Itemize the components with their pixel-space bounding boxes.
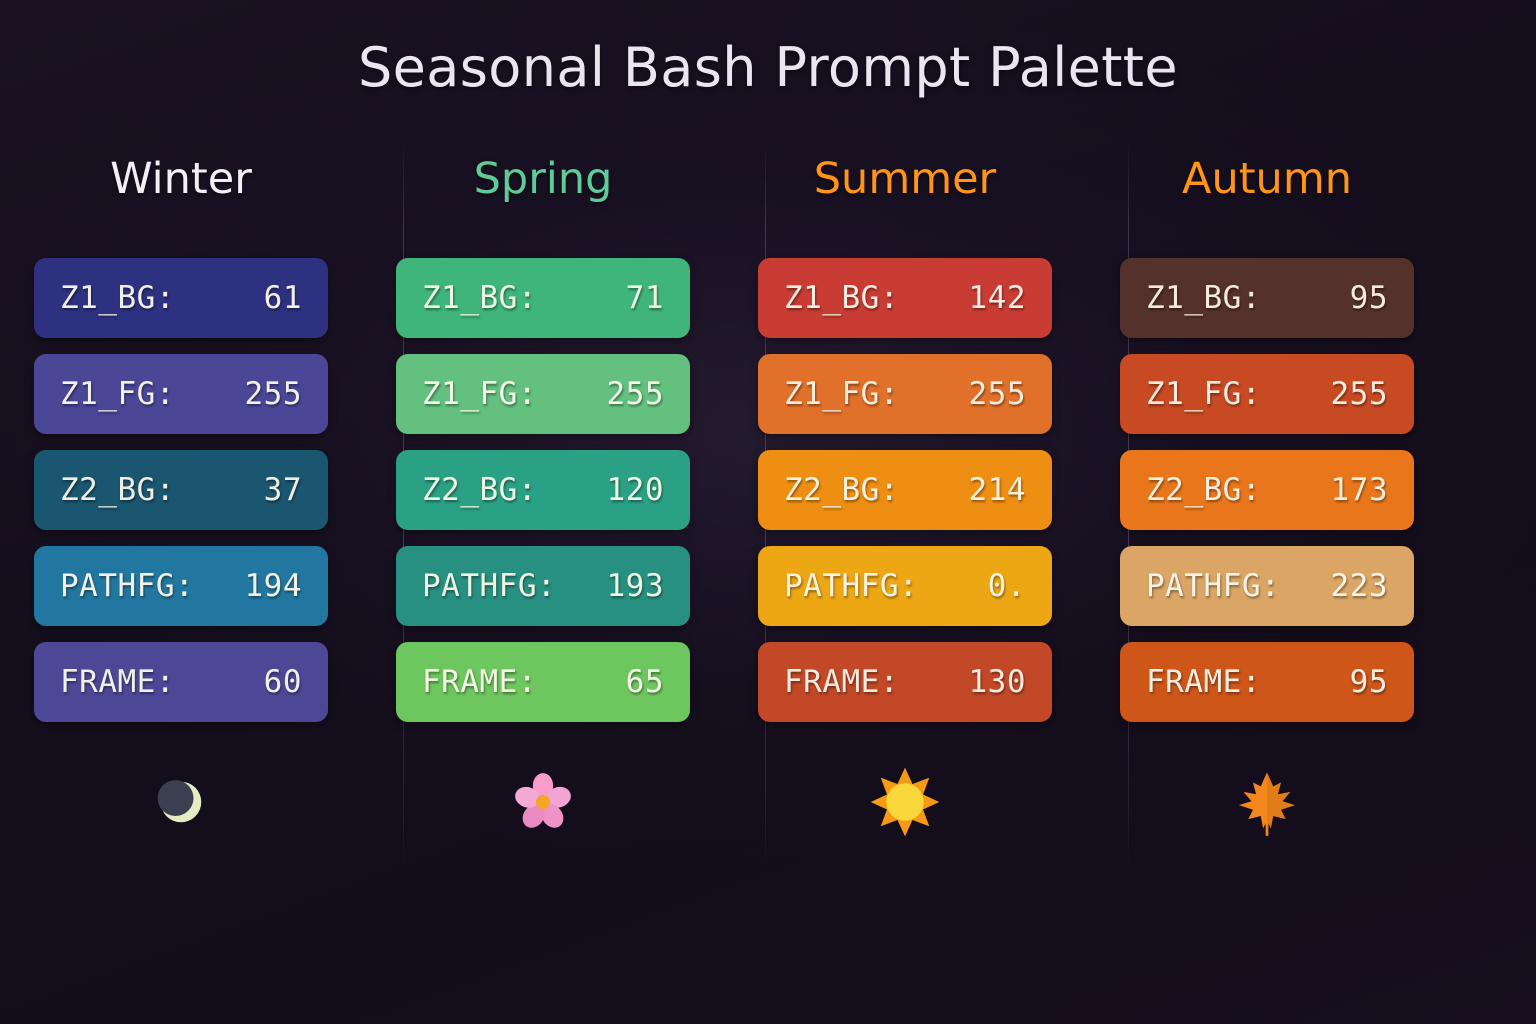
swatch-value: 255 [244, 376, 302, 412]
season-column-summer: Summer Z1_BG: 142 Z1_FG: 255 Z2_BG: 214 PATHFG:… [724, 150, 1086, 852]
swatch-key: Z2_BG: [422, 472, 537, 508]
swatch-key: Z2_BG: [60, 472, 175, 508]
swatch-key: Z2_BG: [784, 472, 899, 508]
season-header-autumn: Autumn [1182, 153, 1352, 204]
swatch-z1_fg[interactable]: Z1_FG: 255 [1120, 354, 1414, 434]
swatch-value: 0. [968, 568, 1026, 604]
swatch-value: 65 [606, 664, 664, 700]
swatch-z1_fg[interactable]: Z1_FG: 255 [396, 354, 690, 434]
swatch-pathfg[interactable]: PATHFG: 223 [1120, 546, 1414, 626]
swatch-value: 60 [244, 664, 302, 700]
swatch-frame[interactable]: FRAME: 130 [758, 642, 1052, 722]
swatch-value: 130 [968, 664, 1026, 700]
swatch-z2_bg[interactable]: Z2_BG: 37 [34, 450, 328, 530]
swatch-z1_fg[interactable]: Z1_FG: 255 [758, 354, 1052, 434]
swatch-value: 173 [1330, 472, 1388, 508]
maple-leaf-icon [1217, 752, 1317, 852]
season-column-autumn: Autumn Z1_BG: 95 Z1_FG: 255 Z2_BG: 173 PATHFG:… [1086, 150, 1448, 852]
swatch-z1_bg[interactable]: Z1_BG: 71 [396, 258, 690, 338]
swatch-key: Z1_FG: [1146, 376, 1261, 412]
swatch-key: PATHFG: [422, 568, 557, 604]
swatch-value: 255 [968, 376, 1026, 412]
swatch-frame[interactable]: FRAME: 95 [1120, 642, 1414, 722]
swatch-key: FRAME: [60, 664, 175, 700]
swatch-key: Z1_FG: [784, 376, 899, 412]
swatch-key: Z1_BG: [60, 280, 175, 316]
swatch-value: 214 [968, 472, 1026, 508]
swatch-key: PATHFG: [784, 568, 919, 604]
swatch-z1_bg[interactable]: Z1_BG: 95 [1120, 258, 1414, 338]
swatch-key: PATHFG: [60, 568, 195, 604]
swatch-z1_fg[interactable]: Z1_FG: 255 [34, 354, 328, 434]
swatch-key: FRAME: [1146, 664, 1261, 700]
swatch-frame[interactable]: FRAME: 65 [396, 642, 690, 722]
swatch-value: 193 [606, 568, 664, 604]
swatch-z2_bg[interactable]: Z2_BG: 214 [758, 450, 1052, 530]
swatch-frame[interactable]: FRAME: 60 [34, 642, 328, 722]
page-title: Seasonal Bash Prompt Palette [357, 36, 1178, 99]
swatch-value: 95 [1330, 664, 1388, 700]
swatch-z2_bg[interactable]: Z2_BG: 120 [396, 450, 690, 530]
season-header-winter: Winter [110, 153, 252, 204]
swatch-value: 255 [1330, 376, 1388, 412]
swatch-z1_bg[interactable]: Z1_BG: 61 [34, 258, 328, 338]
swatch-value: 255 [606, 376, 664, 412]
cherry-blossom-icon [493, 752, 593, 852]
swatch-value: 95 [1330, 280, 1388, 316]
season-column-winter: Winter Z1_BG: 61 Z1_FG: 255 Z2_BG: 37 PATHFG:… [0, 150, 362, 852]
swatch-z1_bg[interactable]: Z1_BG: 142 [758, 258, 1052, 338]
swatch-key: Z1_BG: [784, 280, 899, 316]
swatch-value: 120 [606, 472, 664, 508]
waning-crescent-moon-icon [131, 752, 231, 852]
swatch-key: FRAME: [422, 664, 537, 700]
swatch-pathfg[interactable]: PATHFG: 193 [396, 546, 690, 626]
season-columns: Winter Z1_BG: 61 Z1_FG: 255 Z2_BG: 37 PATHFG:… [0, 150, 1536, 852]
season-header-summer: Summer [813, 153, 997, 204]
swatch-key: PATHFG: [1146, 568, 1281, 604]
season-column-spring: Spring Z1_BG: 71 Z1_FG: 255 Z2_BG: 120 PATHFG:… [362, 150, 724, 852]
sun-icon [855, 752, 955, 852]
swatch-key: Z1_BG: [422, 280, 537, 316]
swatch-key: FRAME: [784, 664, 899, 700]
swatch-value: 223 [1330, 568, 1388, 604]
swatch-value: 194 [244, 568, 302, 604]
swatch-pathfg[interactable]: PATHFG: 194 [34, 546, 328, 626]
swatch-list: Z1_BG: 142 Z1_FG: 255 Z2_BG: 214 PATHFG: 0. FRA… [758, 258, 1052, 722]
swatch-z2_bg[interactable]: Z2_BG: 173 [1120, 450, 1414, 530]
swatch-pathfg[interactable]: PATHFG: 0. [758, 546, 1052, 626]
swatch-value: 61 [244, 280, 302, 316]
swatch-key: Z2_BG: [1146, 472, 1261, 508]
swatch-value: 37 [244, 472, 302, 508]
swatch-key: Z1_BG: [1146, 280, 1261, 316]
swatch-value: 142 [968, 280, 1026, 316]
season-header-spring: Spring [473, 153, 613, 204]
swatch-list: Z1_BG: 61 Z1_FG: 255 Z2_BG: 37 PATHFG: 194 FRA… [34, 258, 328, 722]
swatch-value: 71 [606, 280, 664, 316]
swatch-list: Z1_BG: 71 Z1_FG: 255 Z2_BG: 120 PATHFG: 193 FRA… [396, 258, 690, 722]
swatch-key: Z1_FG: [422, 376, 537, 412]
swatch-key: Z1_FG: [60, 376, 175, 412]
swatch-list: Z1_BG: 95 Z1_FG: 255 Z2_BG: 173 PATHFG: 223 FRA… [1120, 258, 1414, 722]
